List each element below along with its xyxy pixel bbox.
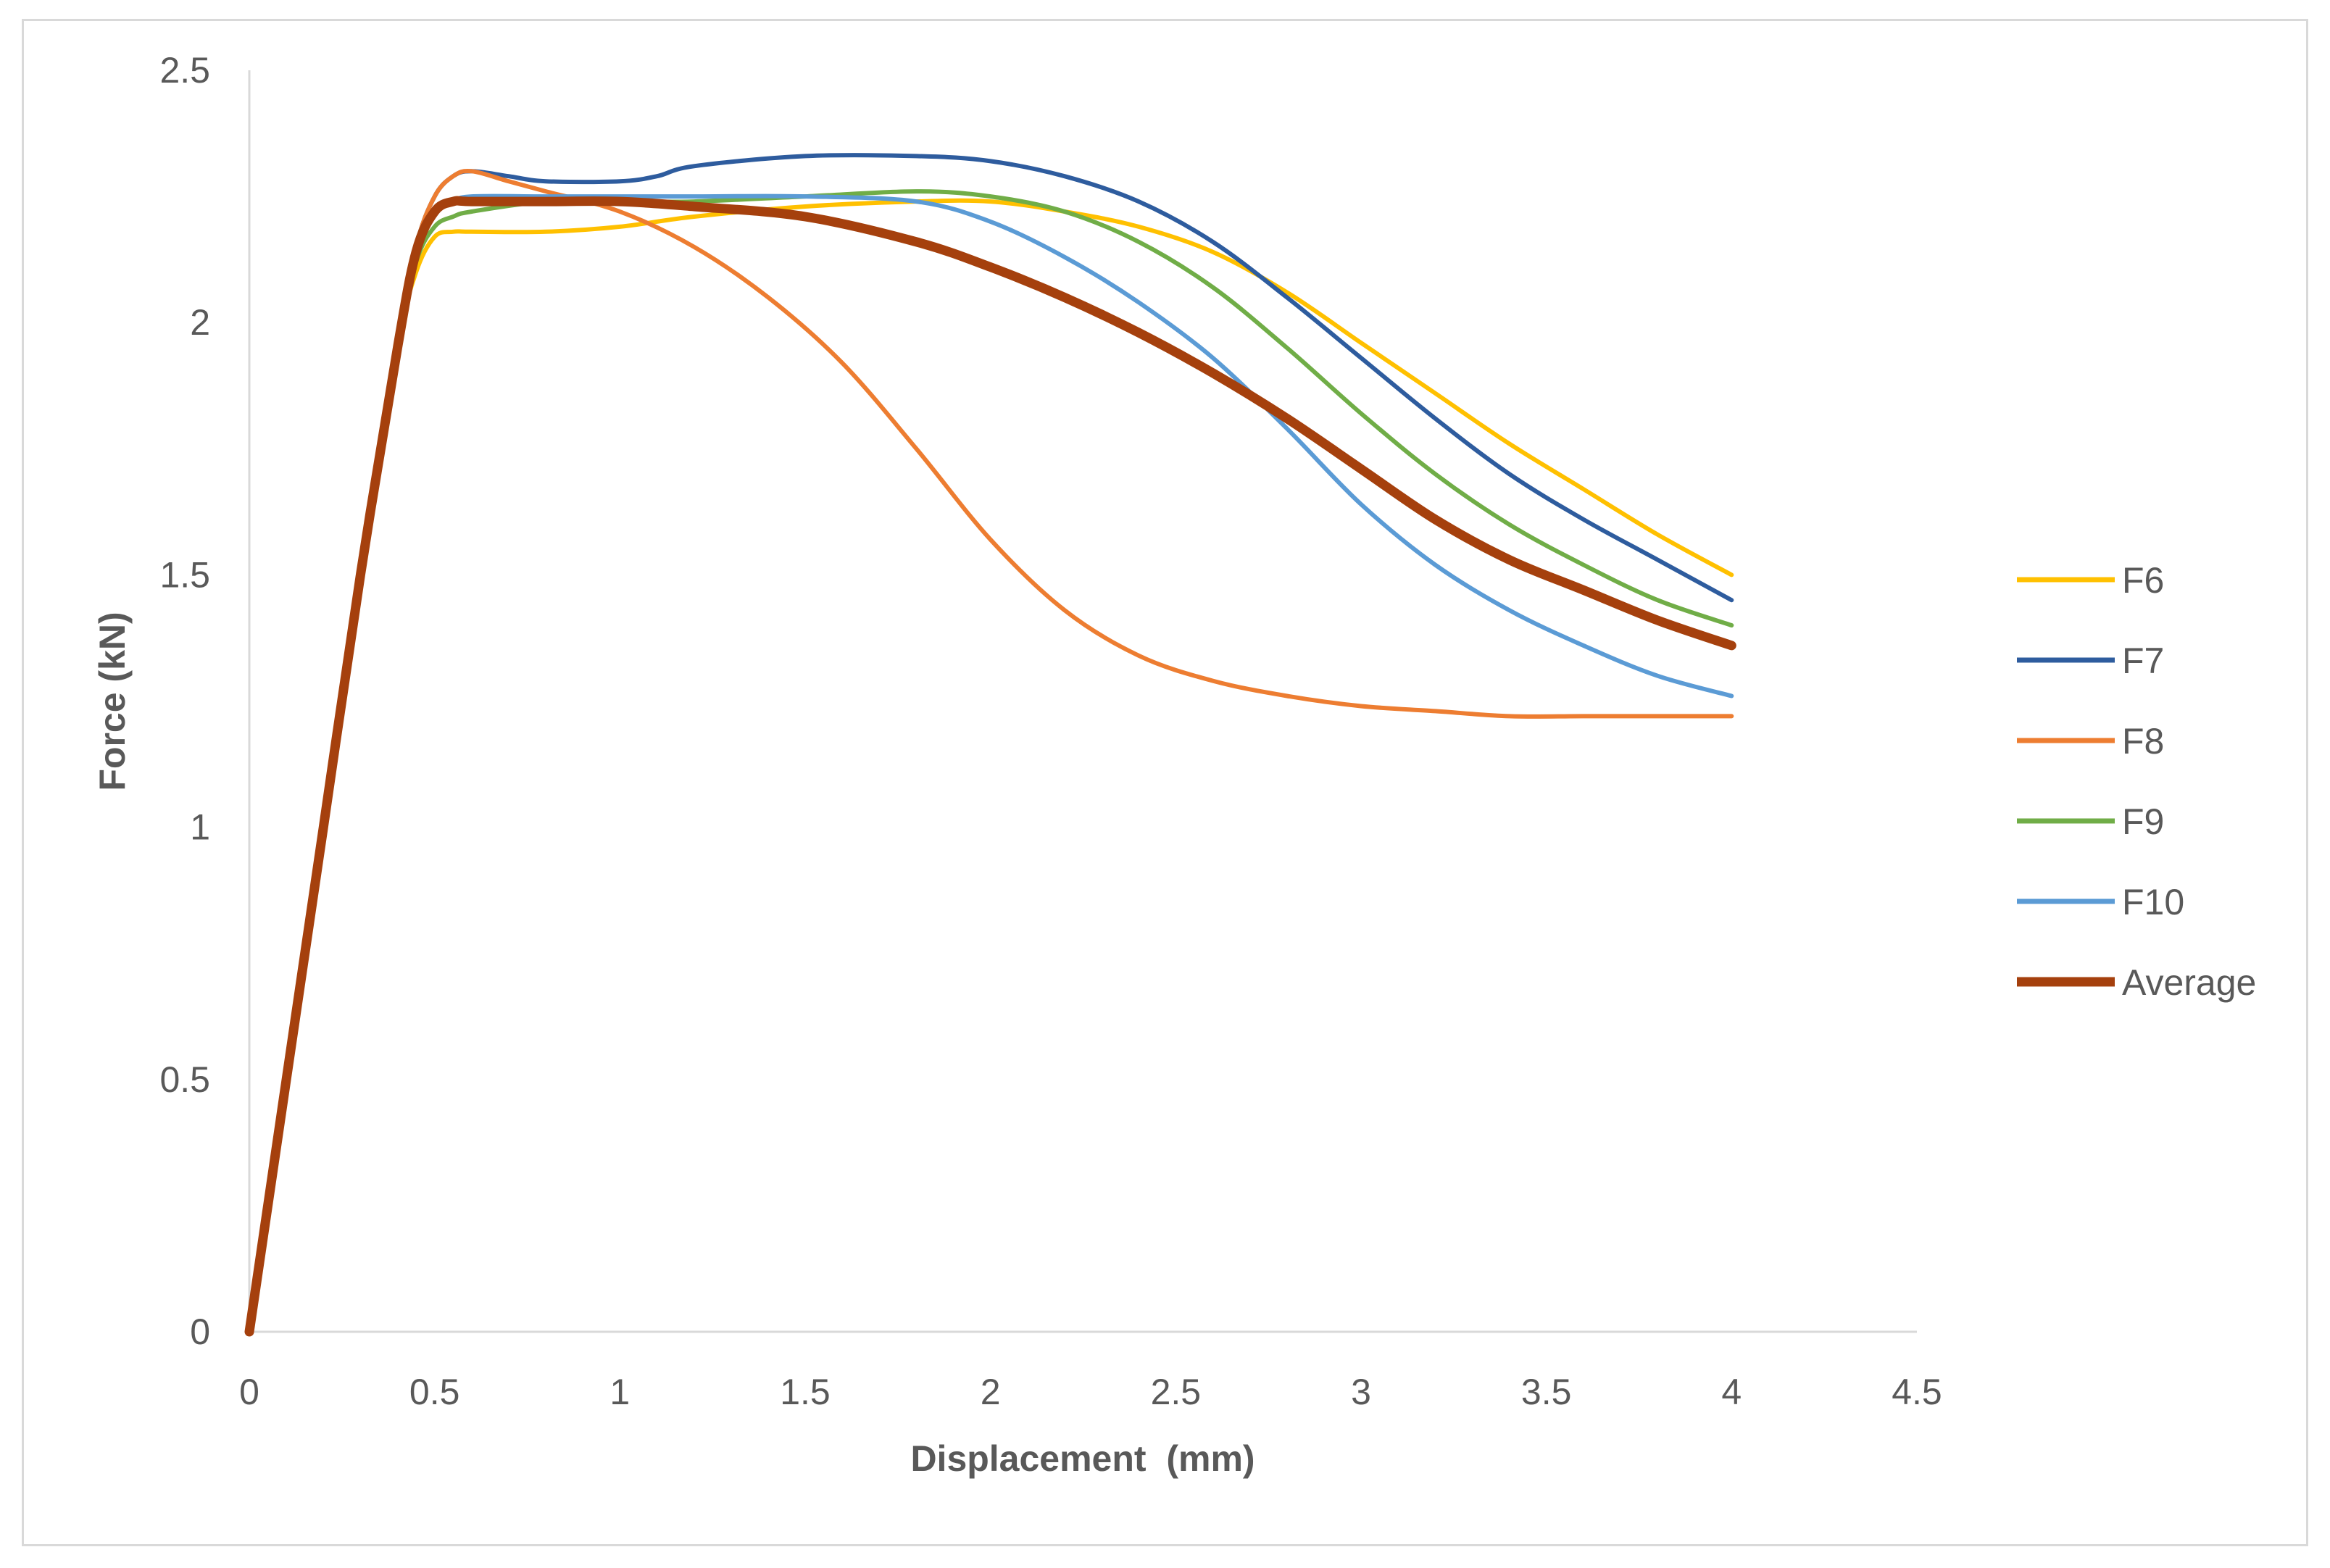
y-axis-title: Force (kN) <box>92 612 133 791</box>
x-tick-label: 4 <box>1721 1372 1742 1412</box>
series-line-f6 <box>247 198 1734 1334</box>
y-tick-label: 1 <box>190 807 210 848</box>
x-axis-title: Displacement (mm) <box>910 1438 1255 1479</box>
series-line-f7 <box>247 153 1734 1334</box>
x-tick-label: 3 <box>1351 1372 1371 1412</box>
legend-label-average: Average <box>2122 962 2256 1003</box>
x-tick-label: 1 <box>609 1372 630 1412</box>
y-tick-label: 2 <box>190 302 210 343</box>
legend-label-f7: F7 <box>2122 641 2164 681</box>
series-lines <box>244 153 1736 1337</box>
y-tick-labels: 0 0.5 1 1.5 2 2.5 <box>159 50 210 1352</box>
legend-label-f9: F9 <box>2122 801 2164 842</box>
x-tick-labels: 0 0.5 1 1.5 2 2.5 3 3.5 4 4.5 <box>239 1372 1942 1412</box>
y-tick-label: 0.5 <box>159 1059 210 1100</box>
series-line-f9 <box>247 189 1734 1334</box>
legend: F6 F7 F8 F9 F10 Average <box>2017 560 2256 1003</box>
x-tick-label: 2 <box>981 1372 1001 1412</box>
chart-frame <box>22 19 2308 1546</box>
axes <box>248 70 1917 1333</box>
legend-label-f8: F8 <box>2122 721 2164 762</box>
x-tick-label: 2.5 <box>1151 1372 1202 1412</box>
y-tick-label: 1.5 <box>159 554 210 595</box>
series-line-average <box>244 196 1736 1337</box>
legend-label-f6: F6 <box>2122 560 2164 601</box>
x-tick-label: 3.5 <box>1521 1372 1572 1412</box>
x-tick-label: 0 <box>239 1372 259 1412</box>
x-tick-label: 0.5 <box>409 1372 460 1412</box>
legend-label-f10: F10 <box>2122 882 2184 922</box>
x-tick-label: 4.5 <box>1892 1372 1942 1412</box>
y-tick-label: 0 <box>190 1311 210 1352</box>
series-line-f10 <box>247 193 1734 1334</box>
x-tick-label: 1.5 <box>780 1372 831 1412</box>
series-line-f8 <box>247 169 1734 1334</box>
y-tick-label: 2.5 <box>159 50 210 91</box>
